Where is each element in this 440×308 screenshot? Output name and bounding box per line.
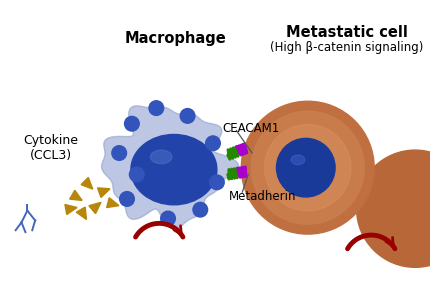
Polygon shape — [98, 188, 110, 197]
Circle shape — [129, 167, 144, 182]
Polygon shape — [77, 207, 87, 220]
Circle shape — [161, 211, 176, 226]
Circle shape — [180, 109, 195, 123]
Ellipse shape — [150, 150, 172, 164]
Circle shape — [120, 192, 134, 206]
Polygon shape — [65, 205, 77, 215]
Circle shape — [125, 116, 139, 131]
Circle shape — [209, 175, 224, 190]
Circle shape — [112, 146, 127, 160]
Circle shape — [241, 101, 374, 234]
Circle shape — [264, 124, 351, 211]
Circle shape — [276, 138, 335, 197]
Polygon shape — [81, 177, 93, 189]
Polygon shape — [89, 202, 101, 213]
Text: (High β-catenin signaling): (High β-catenin signaling) — [270, 41, 424, 54]
Ellipse shape — [131, 135, 217, 205]
Circle shape — [149, 101, 164, 116]
Circle shape — [205, 136, 220, 151]
Text: Cytokine
(CCL3): Cytokine (CCL3) — [23, 134, 78, 162]
Polygon shape — [102, 106, 238, 229]
Text: Macrophage: Macrophage — [125, 31, 227, 46]
Circle shape — [193, 202, 208, 217]
Ellipse shape — [291, 155, 305, 165]
Text: CEACAM1: CEACAM1 — [223, 122, 280, 135]
Text: Metadherin: Metadherin — [229, 189, 296, 202]
Polygon shape — [70, 190, 82, 201]
Text: Metastatic cell: Metastatic cell — [286, 25, 408, 40]
Circle shape — [356, 150, 440, 267]
Circle shape — [251, 111, 364, 224]
Polygon shape — [106, 198, 119, 208]
